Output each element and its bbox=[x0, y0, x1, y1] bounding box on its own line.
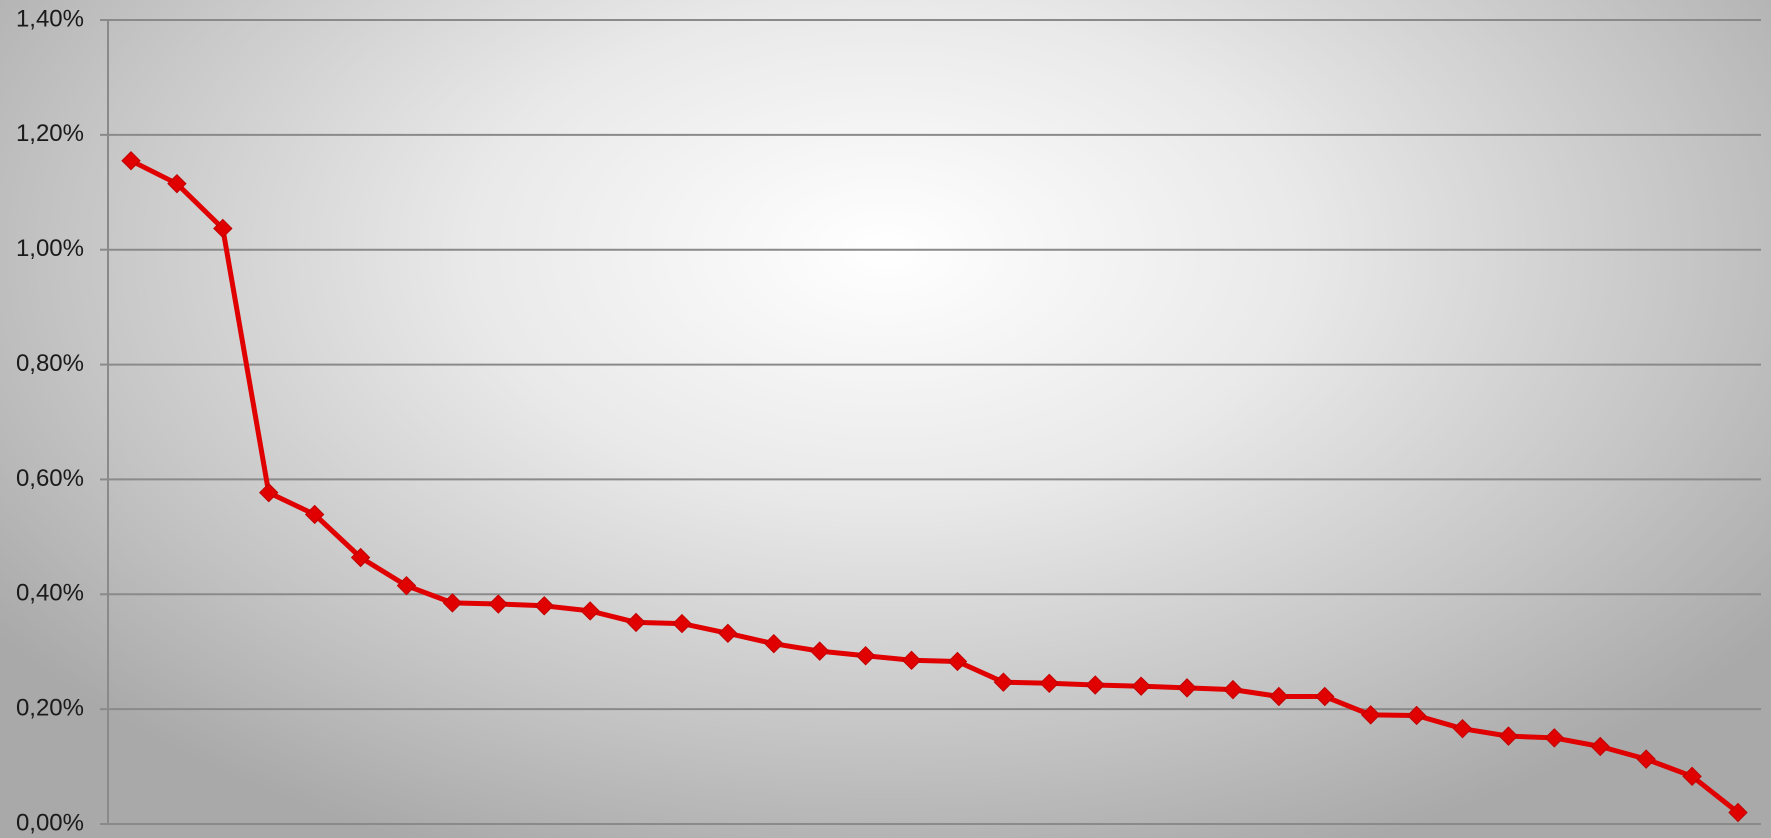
data-point-marker bbox=[1360, 705, 1381, 725]
data-point-marker bbox=[1223, 679, 1243, 700]
data-point-marker bbox=[672, 613, 692, 634]
data-point-marker bbox=[1682, 766, 1702, 787]
gridlines bbox=[108, 19, 1761, 825]
data-point-marker bbox=[488, 594, 509, 614]
data-point-marker bbox=[1636, 749, 1656, 769]
data-point-marker bbox=[1544, 728, 1565, 748]
y-axis bbox=[100, 19, 109, 825]
y-tick-labels: 0,00% 0,20% 0,40% 0,60% 0,80% 1,00% 1,20% 1,40% bbox=[16, 5, 84, 836]
y-tick-label: 0,20% bbox=[16, 694, 84, 721]
data-point-marker bbox=[259, 482, 279, 503]
data-point-marker bbox=[350, 547, 371, 568]
data-point-marker bbox=[1498, 726, 1519, 746]
data-point-marker bbox=[304, 504, 325, 525]
data-point-marker bbox=[1039, 673, 1059, 694]
y-tick-label: 0,80% bbox=[16, 350, 84, 377]
data-point-marker bbox=[1085, 675, 1105, 695]
data-point-marker bbox=[1452, 718, 1473, 739]
data-point-marker bbox=[626, 612, 646, 633]
y-tick-label: 1,20% bbox=[16, 120, 84, 147]
data-point-marker bbox=[901, 650, 922, 671]
y-tick-label: 1,40% bbox=[16, 5, 84, 32]
data-point-marker bbox=[121, 150, 141, 171]
data-point-marker bbox=[1590, 736, 1610, 757]
data-point-marker bbox=[396, 575, 417, 596]
data-point-marker bbox=[718, 623, 738, 644]
data-point-marker bbox=[1728, 802, 1748, 823]
data-point-marker bbox=[1131, 676, 1151, 696]
y-tick-label: 1,00% bbox=[16, 235, 84, 262]
data-point-marker bbox=[1315, 686, 1335, 707]
data-point-marker bbox=[580, 601, 600, 621]
data-point-marker bbox=[534, 596, 554, 616]
data-point-marker bbox=[1177, 678, 1197, 698]
data-point-marker bbox=[213, 218, 233, 239]
data-point-marker bbox=[167, 173, 187, 194]
data-point-marker bbox=[764, 633, 784, 654]
data-point-marker bbox=[810, 641, 830, 661]
data-point-marker bbox=[442, 593, 463, 613]
data-point-marker bbox=[1406, 705, 1427, 726]
data-point-marker bbox=[1269, 686, 1289, 707]
y-tick-label: 0,40% bbox=[16, 580, 84, 607]
series-line bbox=[128, 158, 1741, 815]
data-point-marker bbox=[947, 651, 968, 672]
data-point-marker bbox=[993, 672, 1014, 692]
y-tick-label: 0,00% bbox=[16, 809, 84, 836]
series-layer bbox=[121, 150, 1748, 823]
data-point-marker bbox=[855, 646, 876, 666]
y-tick-label: 0,60% bbox=[16, 465, 84, 492]
